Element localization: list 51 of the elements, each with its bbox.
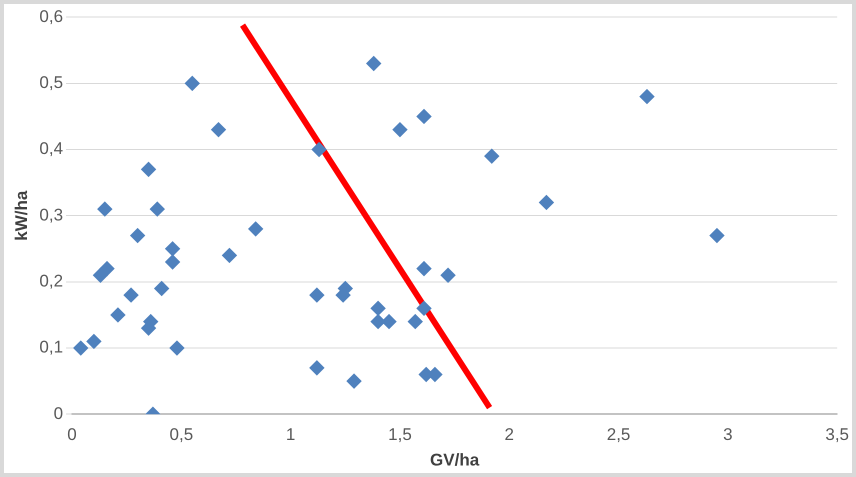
point: [141, 162, 156, 177]
y-tick-label: 0,3: [39, 205, 64, 224]
point: [416, 108, 432, 124]
point: [154, 280, 170, 296]
point: [248, 221, 264, 236]
point: [440, 268, 456, 283]
y-tick-label: 0,5: [39, 73, 64, 92]
point: [130, 228, 146, 244]
point: [312, 142, 327, 158]
x-tick-label: 1: [286, 425, 296, 444]
point: [392, 122, 408, 138]
point: [184, 76, 200, 91]
point: [211, 122, 226, 138]
point: [346, 374, 362, 389]
point: [97, 202, 112, 217]
x-tick-label: 1,5: [388, 425, 412, 444]
x-tick-label: 0,5: [170, 425, 194, 444]
y-axis-title: kW/ha: [12, 190, 31, 241]
point: [309, 288, 324, 303]
point: [309, 360, 324, 376]
point: [86, 334, 102, 349]
point: [709, 228, 724, 244]
point: [370, 300, 386, 316]
x-tick-label: 0: [67, 425, 77, 444]
point: [150, 202, 165, 217]
point: [73, 340, 88, 356]
point: [484, 148, 500, 164]
y-tick-label: 0,6: [39, 6, 64, 26]
point: [382, 314, 397, 330]
x-tick-label: 3,5: [825, 425, 850, 444]
x-tick-label: 2: [504, 425, 514, 444]
x-axis-title: GV/ha: [430, 450, 480, 470]
y-tick-label: 0: [54, 404, 64, 423]
point: [366, 56, 382, 72]
point: [222, 248, 237, 263]
point: [639, 89, 654, 104]
point: [124, 288, 139, 303]
point: [165, 241, 180, 256]
point: [100, 261, 115, 276]
y-tick-label: 0,4: [39, 139, 64, 158]
y-tick-label: 0,1: [39, 338, 64, 357]
point: [416, 261, 432, 276]
x-tick-label: 2,5: [606, 425, 630, 444]
point: [110, 307, 126, 322]
x-tick-label: 3: [723, 425, 733, 444]
point: [169, 340, 184, 356]
point: [165, 254, 180, 270]
point: [408, 314, 423, 330]
point: [416, 300, 432, 316]
y-tick-label: 0,2: [39, 272, 64, 291]
point: [538, 194, 554, 210]
